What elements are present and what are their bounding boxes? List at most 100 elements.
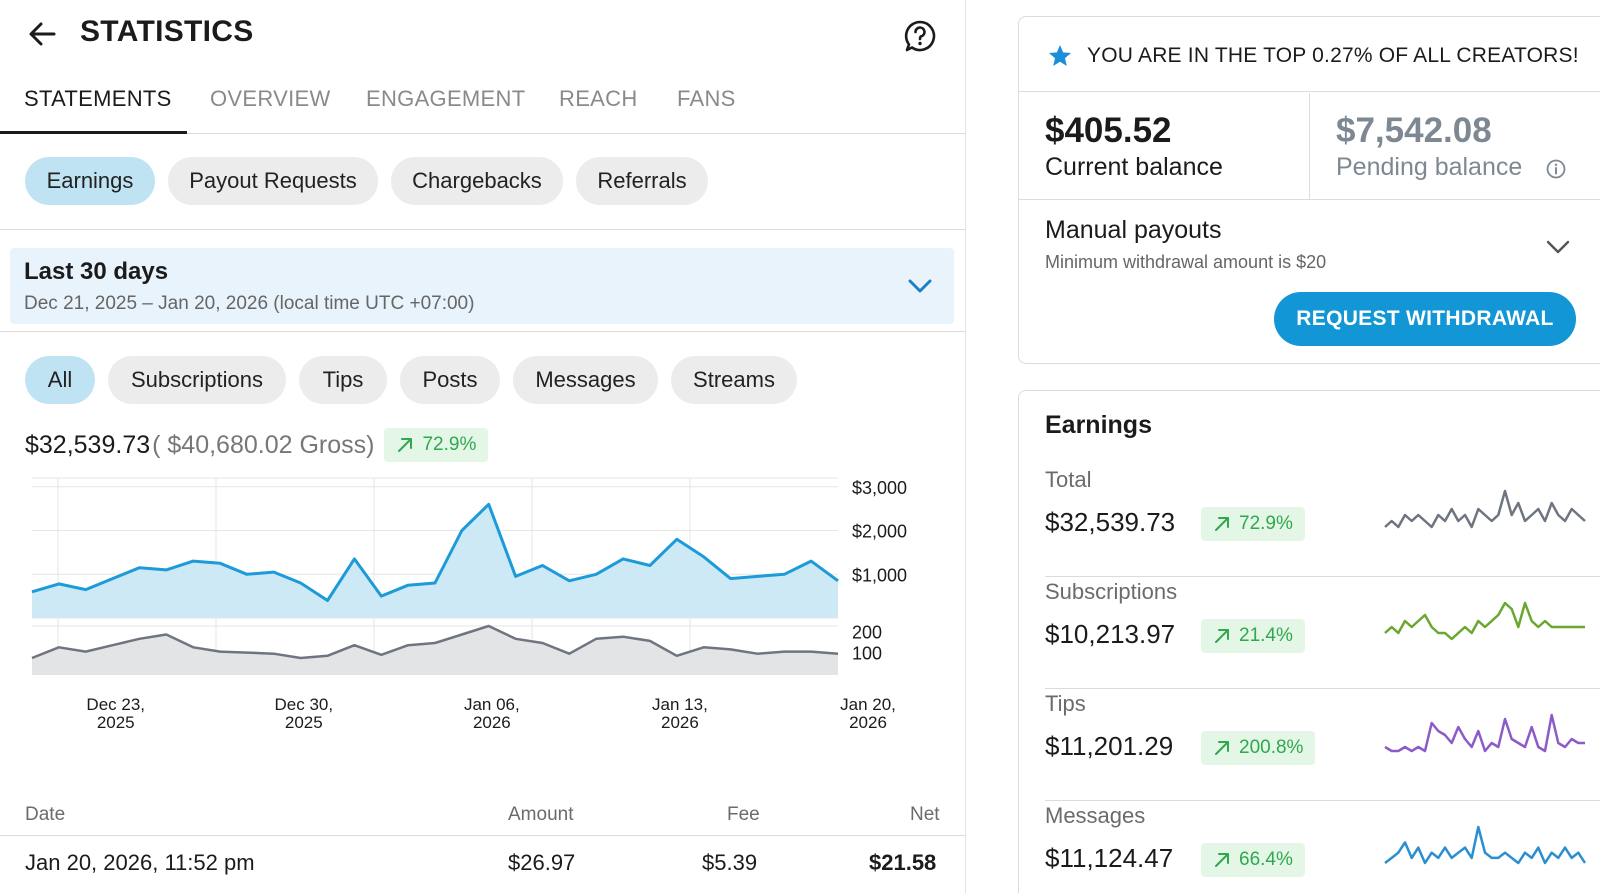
pending-balance-label: Pending balance [1336, 153, 1523, 181]
tab-statements[interactable]: STATEMENTS [24, 86, 172, 111]
chevron-down-icon [1546, 240, 1570, 254]
change-value: 200.8% [1239, 737, 1304, 758]
trend-up-icon [1215, 741, 1229, 755]
tab-reach[interactable]: REACH [559, 86, 638, 111]
change-value: 21.4% [1239, 625, 1293, 646]
x-tick-label: Dec 30, 2025 [275, 695, 334, 732]
col-net: Net [910, 804, 940, 825]
earnings-row-label: Subscriptions [1045, 579, 1178, 604]
y-tick-label: 100 [852, 644, 882, 664]
tab-fans[interactable]: FANS [677, 86, 736, 111]
divider [0, 331, 965, 332]
tab-engagement[interactable]: ENGAGEMENT [366, 86, 526, 111]
period-range: Dec 21, 2025 – Jan 20, 2026 (local time … [24, 293, 475, 314]
x-tick-label: Dec 23, 2025 [86, 695, 145, 732]
x-tick-label: Jan 13, 2026 [652, 695, 708, 732]
sparkline-line [1384, 601, 1585, 641]
divider [1045, 688, 1600, 689]
filter-posts[interactable]: Posts [400, 356, 500, 404]
divider [0, 229, 965, 230]
sparkline-line [1384, 489, 1586, 529]
table-header: Date Amount Fee Net [0, 800, 965, 836]
current-balance: $405.52 Current balance [1045, 93, 1305, 199]
row-date: Jan 20, 2026, 11:52 pm [25, 850, 255, 875]
info-icon[interactable] [1545, 158, 1567, 180]
chip-referrals[interactable]: Referrals [576, 157, 708, 205]
active-tab-indicator [0, 131, 187, 134]
top-bar: STATISTICS [0, 0, 965, 70]
change-value: 72.9% [1239, 513, 1293, 534]
sparkline [1384, 601, 1585, 641]
table-row[interactable]: Jan 20, 2026, 11:52 pm $26.97 $5.39 $21.… [0, 846, 965, 890]
page-title: STATISTICS [80, 15, 254, 48]
trend-up-icon [398, 438, 413, 452]
earnings-total: $32,539.73 ( $40,680.02 Gross) 72.9% [25, 428, 489, 462]
lower-series-line [31, 624, 839, 660]
current-balance-amount: $405.52 [1045, 111, 1172, 150]
sparkline [1384, 489, 1586, 529]
col-amount: Amount [508, 804, 574, 825]
request-withdrawal-button[interactable]: REQUEST WITHDRAWAL [1274, 292, 1576, 346]
upper-series-line [31, 502, 839, 602]
earnings-row-label: Messages [1045, 803, 1146, 828]
y-tick-label: $2,000 [852, 522, 907, 542]
back-button[interactable] [22, 16, 62, 52]
earnings-row-label: Total [1045, 467, 1092, 492]
col-date: Date [25, 804, 66, 825]
filter-all[interactable]: All [25, 356, 95, 404]
trend-up-icon [1215, 853, 1229, 867]
earnings-row-subscriptions[interactable]: Subscriptions $10,213.97 21.4% [1045, 579, 1600, 689]
period-selector[interactable]: Last 30 days Dec 21, 2025 – Jan 20, 2026… [10, 248, 954, 324]
arrow-left-icon [29, 22, 56, 46]
trend-up-icon [1215, 517, 1229, 531]
divider [1045, 800, 1600, 801]
current-balance-label: Current balance [1045, 153, 1223, 181]
x-tick-label: Jan 20, 2026 [840, 695, 896, 732]
top-creator-banner: YOU ARE IN THE TOP 0.27% OF ALL CREATORS… [1019, 17, 1600, 92]
filter-messages[interactable]: Messages [513, 356, 658, 404]
earnings-row-value: $10,213.97 [1045, 619, 1176, 649]
row-amount: $26.97 [508, 850, 576, 875]
sparkline-line [1384, 825, 1587, 865]
y-tick-label: $3,000 [852, 478, 907, 498]
y-tick-label: 200 [852, 622, 882, 642]
change-badge: 72.9% [384, 428, 489, 462]
earnings-row-value: $11,124.47 [1045, 843, 1174, 873]
trend-up-icon [1215, 629, 1229, 643]
period-title: Last 30 days [24, 258, 169, 285]
earnings-row-total[interactable]: Total $32,539.73 72.9% [1045, 467, 1600, 577]
chip-earnings[interactable]: Earnings [25, 157, 155, 205]
sparkline [1384, 713, 1585, 753]
balance-card: YOU ARE IN THE TOP 0.27% OF ALL CREATORS… [1018, 16, 1600, 364]
help-button[interactable] [900, 16, 940, 56]
change-badge: 72.9% [1201, 507, 1305, 541]
earnings-title: Earnings [1045, 411, 1152, 439]
divider [1309, 93, 1310, 199]
sparkline-line [1384, 713, 1585, 753]
change-value: 72.9% [422, 434, 477, 455]
chevron-down-icon [908, 279, 932, 293]
chip-payout-requests[interactable]: Payout Requests [168, 157, 378, 205]
filter-tips[interactable]: Tips [299, 356, 387, 404]
divider [1045, 576, 1600, 577]
earnings-row-value: $11,201.29 [1045, 731, 1174, 761]
change-value: 66.4% [1239, 849, 1293, 870]
chip-chargebacks[interactable]: Chargebacks [391, 157, 563, 205]
lower-series-area [32, 626, 838, 675]
manual-payouts-note: Minimum withdrawal amount is $20 [1045, 252, 1327, 272]
filter-streams[interactable]: Streams [671, 356, 797, 404]
sparkline [1384, 825, 1587, 865]
tab-overview[interactable]: OVERVIEW [210, 86, 331, 111]
manual-payouts-toggle[interactable]: Manual payouts Minimum withdrawal amount… [1019, 200, 1600, 280]
earnings-row-tips[interactable]: Tips $11,201.29 200.8% [1045, 691, 1600, 801]
change-badge: 21.4% [1201, 619, 1305, 653]
row-net: $21.58 [869, 850, 937, 875]
filter-subscriptions[interactable]: Subscriptions [108, 356, 286, 404]
divider [1019, 199, 1600, 200]
stats-tabs: STATEMENTS OVERVIEW ENGAGEMENT REACH FAN… [0, 70, 965, 134]
earnings-row-messages[interactable]: Messages $11,124.47 66.4% [1045, 803, 1600, 893]
change-badge: 66.4% [1201, 843, 1305, 877]
row-fee: $5.39 [702, 850, 758, 875]
manual-payouts-title: Manual payouts [1045, 216, 1222, 244]
